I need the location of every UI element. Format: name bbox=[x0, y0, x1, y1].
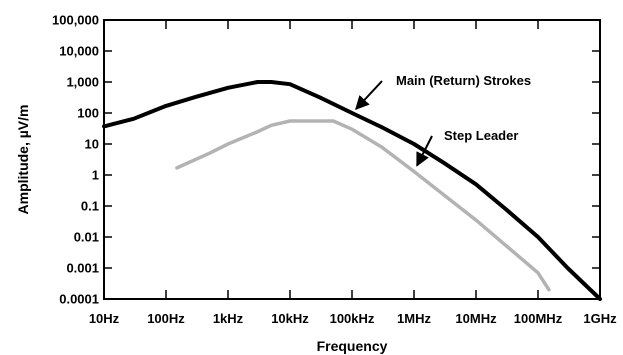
x-tick-label: 1kHz bbox=[213, 311, 244, 326]
x-tick-label: 1MHz bbox=[397, 311, 431, 326]
x-tick-label: 1GHz bbox=[583, 311, 617, 326]
x-tick-label: 100MHz bbox=[514, 311, 563, 326]
series-line-main-return-strokes bbox=[102, 80, 602, 301]
y-tick-label: 100,000 bbox=[52, 13, 99, 28]
annotation-label: Main (Return) Strokes bbox=[396, 73, 531, 88]
y-tick-label: 10 bbox=[85, 137, 99, 152]
y-tick-label: 0.1 bbox=[81, 199, 99, 214]
y-tick-label: 100 bbox=[77, 106, 99, 121]
y-tick-label: 0.001 bbox=[66, 261, 99, 276]
series-line-step-leader bbox=[175, 119, 551, 292]
y-tick-label: 1 bbox=[92, 168, 99, 183]
annotation-label: Step Leader bbox=[444, 128, 518, 143]
y-axis-ticks: 100,000 10,000 1,000 100 10 1 0.1 0.01 0.001 0.00… bbox=[52, 13, 600, 307]
series-lines bbox=[102, 80, 602, 301]
x-tick-label: 100kHz bbox=[330, 311, 375, 326]
annotation-arrow bbox=[416, 135, 433, 167]
plot-area bbox=[103, 19, 601, 300]
y-tick-label: 0.0001 bbox=[59, 292, 99, 307]
x-tick-label: 10kHz bbox=[271, 311, 309, 326]
y-tick-label: 10,000 bbox=[59, 44, 99, 59]
x-axis-ticks: 10Hz 100Hz 1kHz 10kHz 100kHz 1MHz 10MHz 100MHz 1… bbox=[89, 20, 617, 326]
x-axis-title: Frequency bbox=[317, 338, 388, 354]
annotations: Main (Return) Strokes Step Leader bbox=[355, 73, 531, 167]
x-tick-label: 10Hz bbox=[89, 311, 120, 326]
x-tick-label: 100Hz bbox=[147, 311, 185, 326]
x-tick-label: 10MHz bbox=[455, 311, 497, 326]
y-axis-title: Amplitude, µV/m bbox=[15, 105, 31, 215]
y-tick-label: 0.01 bbox=[74, 230, 99, 245]
plot-frame bbox=[103, 19, 601, 300]
y-tick-label: 1,000 bbox=[66, 75, 99, 90]
annotation-arrow bbox=[355, 80, 383, 111]
